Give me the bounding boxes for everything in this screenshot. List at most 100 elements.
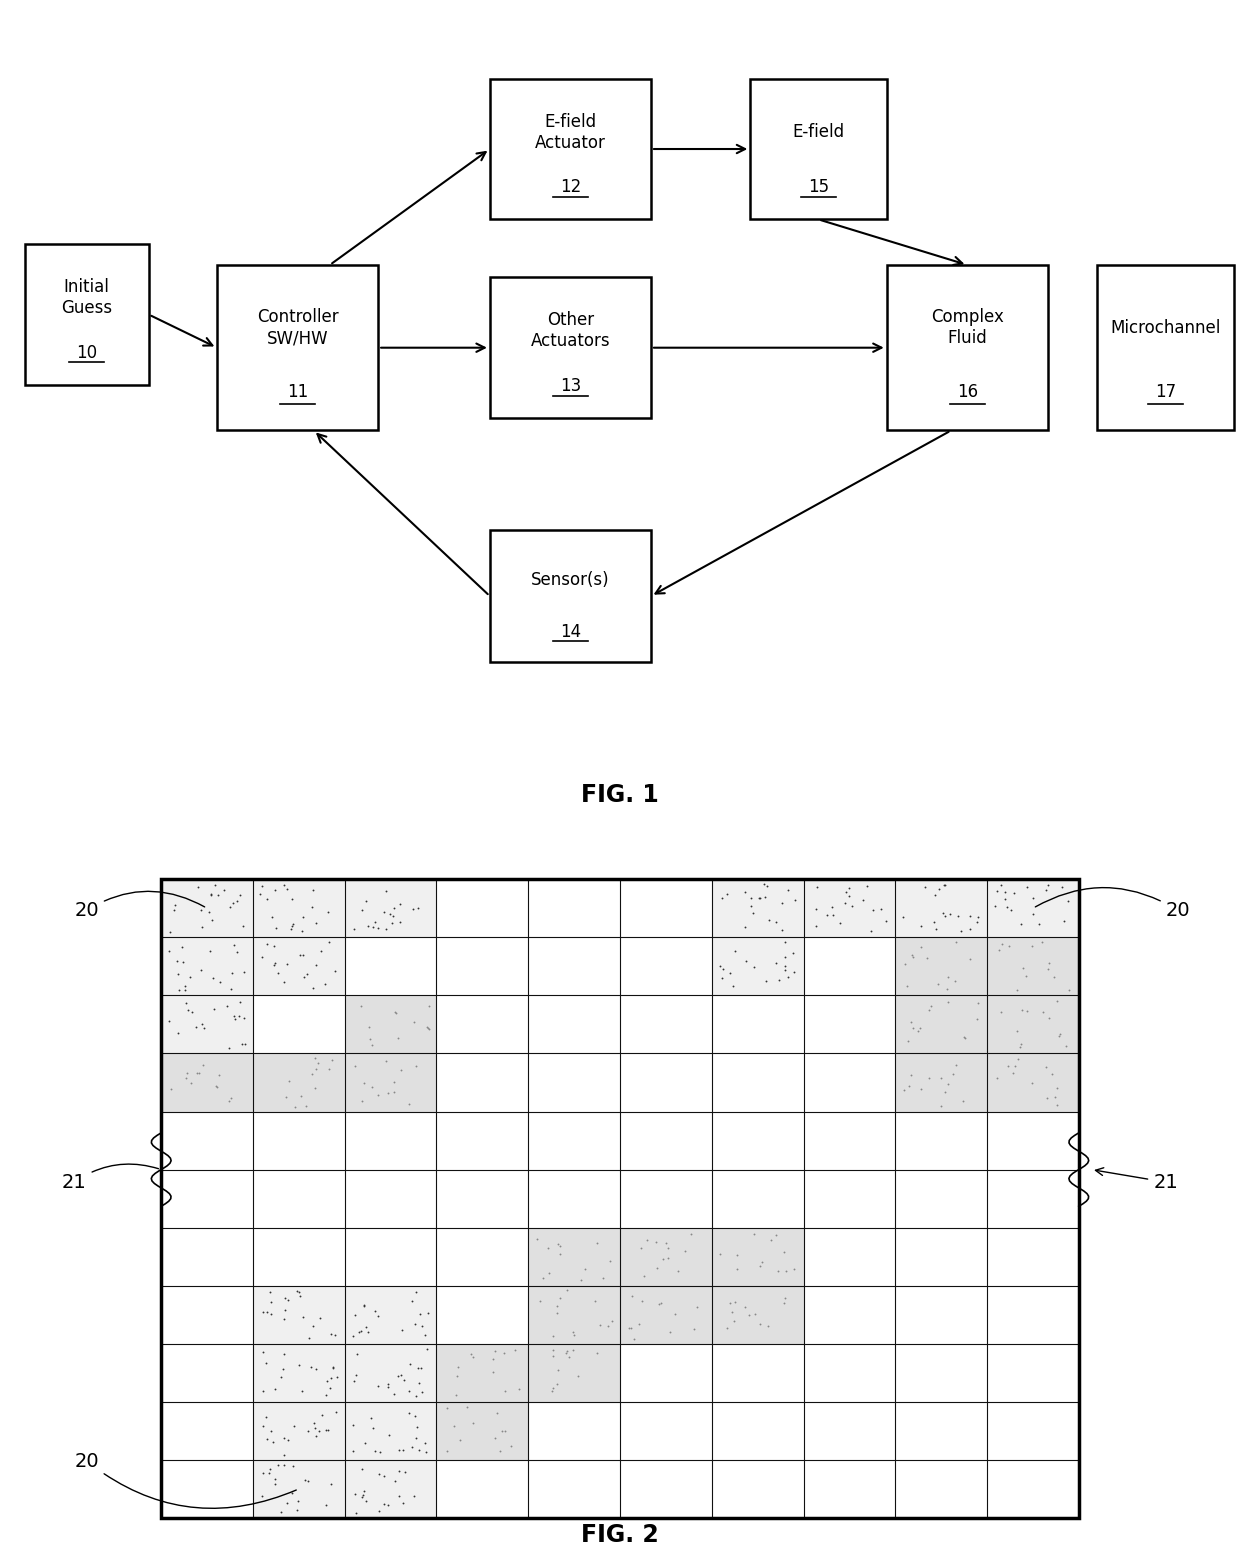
Point xyxy=(285,1095,305,1120)
Point xyxy=(492,1418,512,1443)
Point xyxy=(207,1075,227,1100)
Point xyxy=(253,1340,273,1365)
Point xyxy=(585,1289,605,1314)
Point xyxy=(722,1300,742,1325)
Point xyxy=(684,1317,704,1342)
Point xyxy=(1011,1034,1030,1059)
Text: 13: 13 xyxy=(559,376,582,395)
Point xyxy=(713,958,733,982)
Point xyxy=(253,1300,273,1325)
Point xyxy=(219,895,239,920)
Point xyxy=(368,1304,388,1329)
Point xyxy=(353,1478,373,1503)
Point xyxy=(539,1261,559,1286)
Point xyxy=(735,879,755,904)
Bar xyxy=(987,1460,1079,1518)
Bar xyxy=(253,879,345,937)
Point xyxy=(877,909,897,934)
Bar xyxy=(253,1401,345,1460)
Point xyxy=(940,901,960,926)
Point xyxy=(376,917,396,942)
Point xyxy=(391,1057,410,1082)
Bar xyxy=(804,1460,895,1518)
Bar xyxy=(436,1286,528,1343)
Point xyxy=(253,1378,273,1403)
Point xyxy=(353,1482,373,1507)
Bar xyxy=(620,1401,712,1460)
Point xyxy=(384,1000,404,1025)
Point xyxy=(861,918,880,943)
Point xyxy=(444,1414,464,1439)
Point xyxy=(255,1404,275,1429)
Point xyxy=(374,1492,394,1517)
Bar xyxy=(895,879,987,937)
Point xyxy=(288,1489,308,1514)
Point xyxy=(987,878,1007,903)
Point xyxy=(384,1070,404,1095)
Point xyxy=(438,1395,458,1420)
Point xyxy=(857,873,877,898)
Point xyxy=(598,1314,618,1339)
Point xyxy=(306,1056,326,1081)
Bar xyxy=(804,1286,895,1343)
Point xyxy=(283,912,303,937)
Point xyxy=(291,918,311,943)
Point xyxy=(356,1431,376,1456)
Point xyxy=(587,1231,606,1256)
Bar xyxy=(345,1460,436,1518)
Point xyxy=(283,886,303,911)
Point xyxy=(252,1484,272,1509)
Point xyxy=(870,897,890,922)
Point xyxy=(223,933,243,958)
Point xyxy=(309,1050,329,1075)
Bar xyxy=(895,937,987,995)
Point xyxy=(744,954,764,979)
Point xyxy=(303,1062,322,1087)
Point xyxy=(744,1221,764,1246)
Point xyxy=(543,1343,563,1368)
Point xyxy=(317,1368,337,1393)
Point xyxy=(621,1315,641,1340)
Point xyxy=(897,973,916,998)
Point xyxy=(482,1346,502,1371)
Bar xyxy=(887,266,1048,431)
Text: 12: 12 xyxy=(559,178,582,195)
Point xyxy=(399,1351,419,1376)
Point xyxy=(755,884,775,909)
Point xyxy=(725,939,745,964)
Point xyxy=(910,914,930,939)
Point xyxy=(1008,978,1028,1003)
Point xyxy=(379,1423,399,1448)
Point xyxy=(321,1471,341,1496)
Point xyxy=(895,951,915,976)
Point xyxy=(268,1453,288,1478)
Point xyxy=(997,895,1017,920)
Point xyxy=(389,1439,409,1464)
Bar xyxy=(804,1401,895,1460)
Point xyxy=(1017,964,1037,989)
Point xyxy=(660,1320,680,1345)
Point xyxy=(937,1072,957,1097)
Bar xyxy=(25,244,149,384)
Point xyxy=(806,897,826,922)
Point xyxy=(343,1414,363,1439)
Text: FIG. 2: FIG. 2 xyxy=(582,1523,658,1548)
Bar xyxy=(528,995,620,1053)
Point xyxy=(358,914,378,939)
Point xyxy=(548,1293,568,1318)
Bar xyxy=(895,1460,987,1518)
Point xyxy=(635,1264,655,1289)
Point xyxy=(305,1047,325,1072)
Point xyxy=(306,1357,326,1382)
Point xyxy=(996,879,1016,904)
Point xyxy=(180,965,200,990)
Point xyxy=(253,1414,273,1439)
Point xyxy=(1049,1022,1069,1047)
Point xyxy=(728,1243,748,1268)
Point xyxy=(543,1337,563,1362)
Point xyxy=(495,1378,515,1403)
Point xyxy=(381,901,401,926)
Point xyxy=(346,1303,366,1328)
Point xyxy=(547,1301,567,1326)
Point xyxy=(368,1373,388,1398)
